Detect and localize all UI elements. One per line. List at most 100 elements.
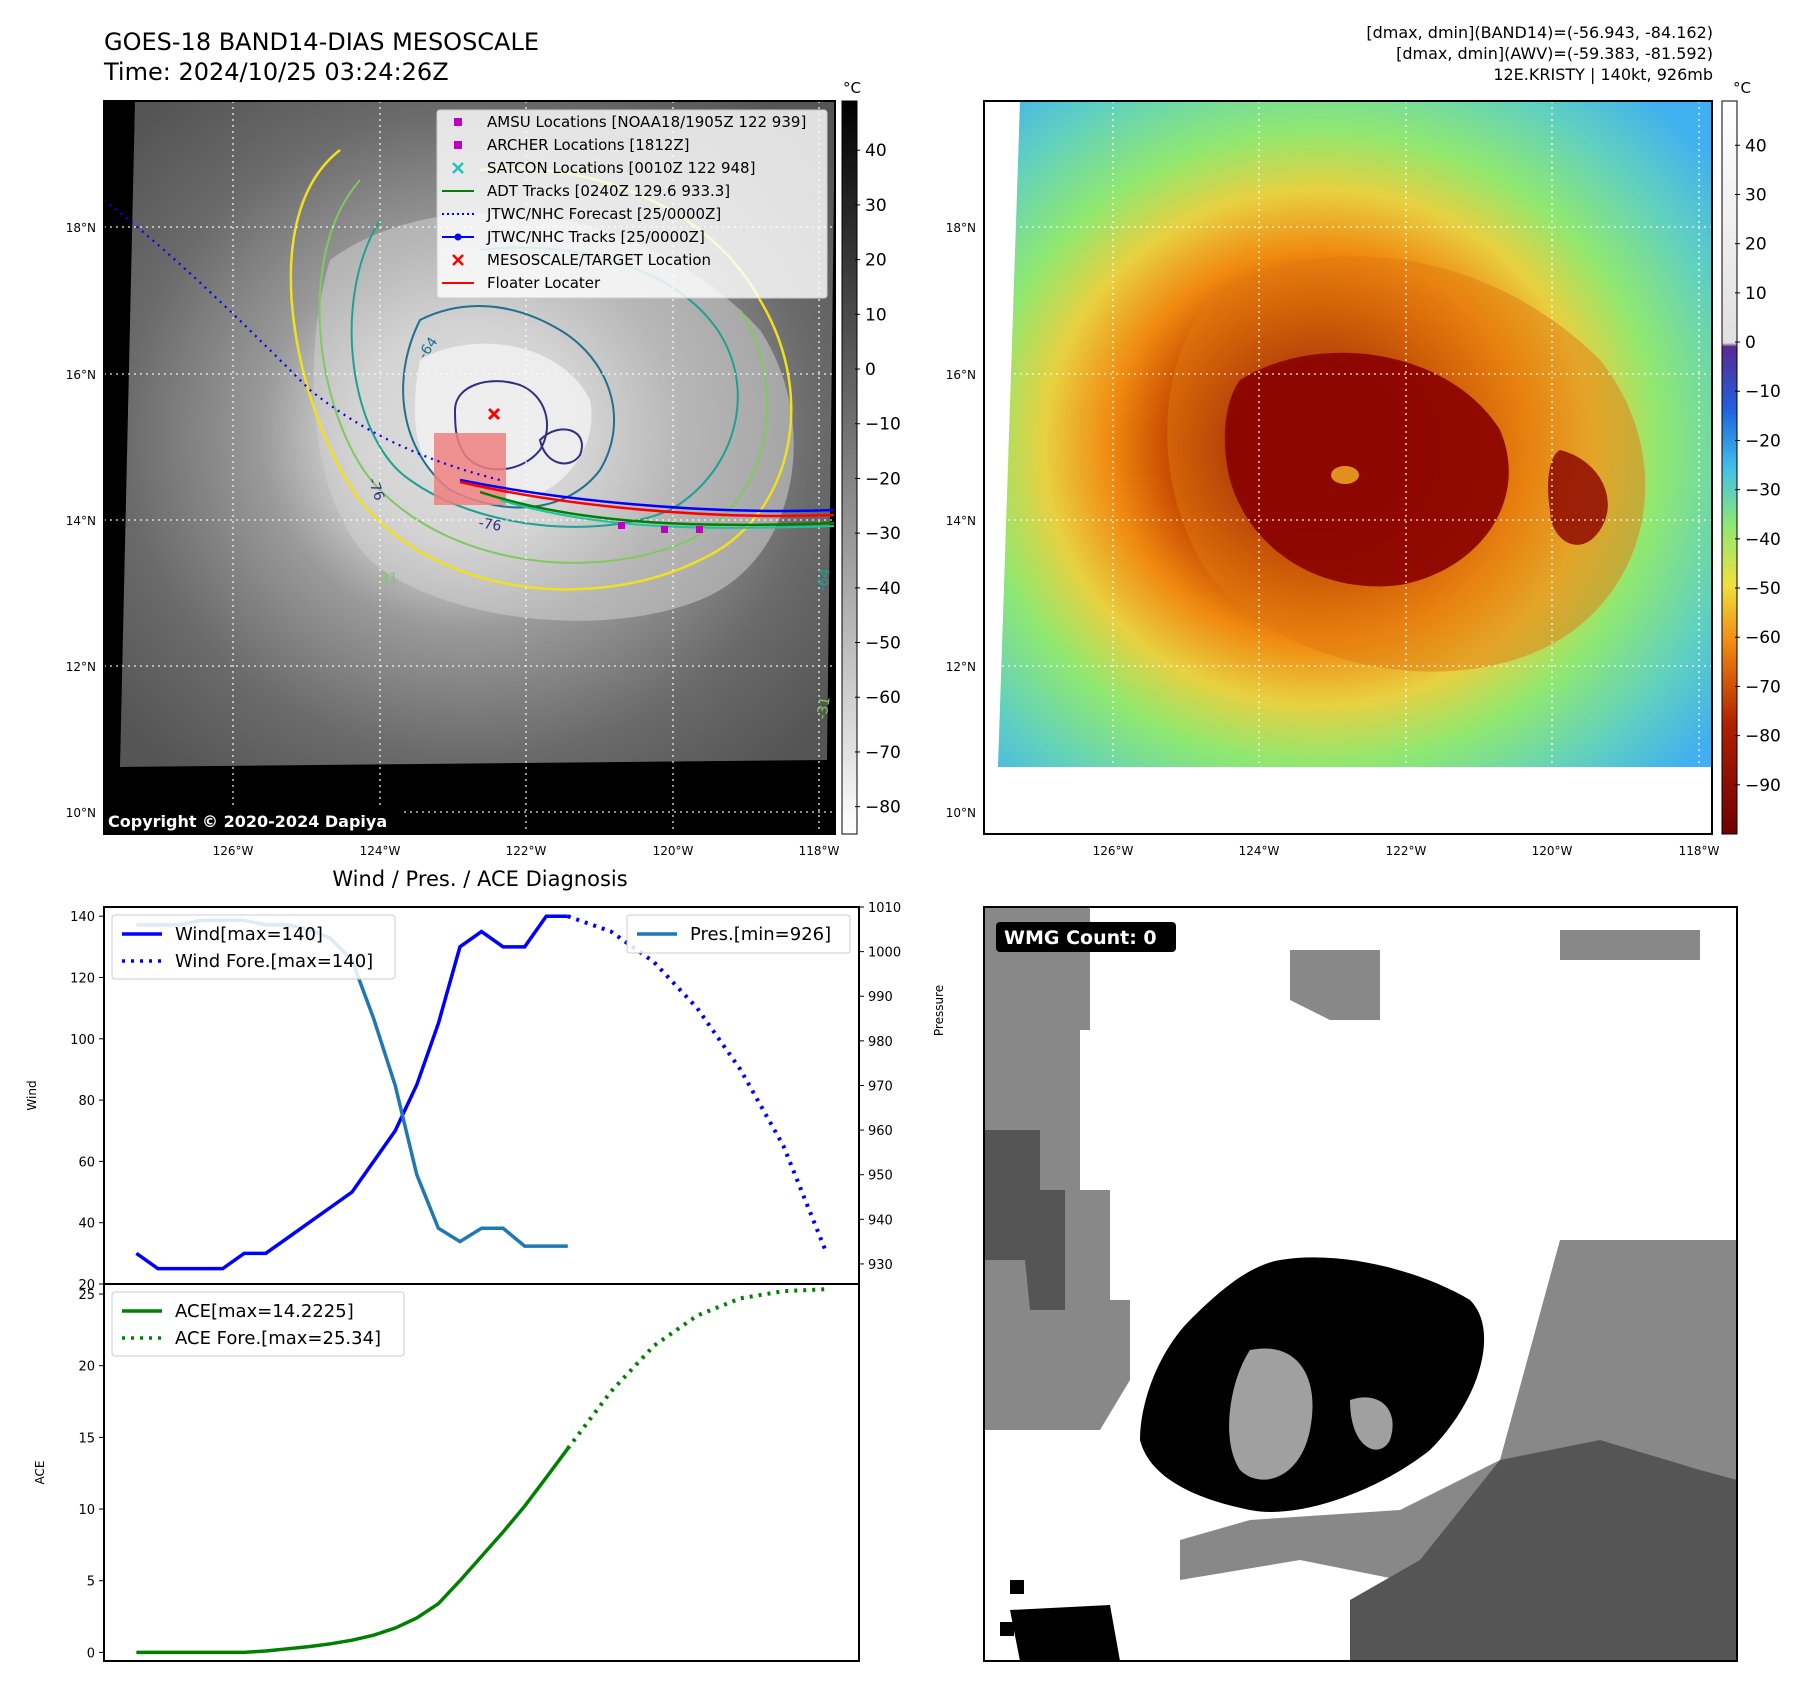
- map2-frame: [983, 100, 1713, 835]
- colorbar-tick-label: −30: [865, 524, 901, 544]
- stats-line2: [dmax, dmin](AWV)=(-59.383, -81.592): [1396, 44, 1713, 63]
- colorbar-tick-label: −70: [865, 743, 901, 763]
- colorbar-unit: °C: [1733, 79, 1751, 97]
- lat-label: 10°N: [66, 806, 96, 820]
- colorbar-unit: °C: [843, 79, 861, 97]
- colorbar-tick-label: 20: [865, 251, 887, 271]
- y-tick-label: 40: [78, 1217, 95, 1232]
- contour-label: -76: [477, 515, 502, 535]
- legend-label: JTWC/NHC Forecast [25/0000Z]: [486, 205, 721, 223]
- y-tick-label: 100: [70, 1033, 95, 1048]
- wind-pressure-chart: 20 40 60 80 100 120 140 930 940 950 960 970 980 990 10…: [25, 901, 946, 1293]
- legend-label: ARCHER Locations [1812Z]: [487, 136, 690, 154]
- legend-marker: [454, 233, 462, 241]
- colorbar-tick-label: 40: [865, 141, 887, 161]
- lon-label: 120°W: [1532, 844, 1573, 858]
- lon-label: 120°W: [653, 844, 694, 858]
- map-title-line1: GOES-18 BAND14-DIAS MESOSCALE: [104, 28, 539, 56]
- colorbar-tick-label: −90: [1745, 776, 1781, 796]
- lon-label: 122°W: [506, 844, 547, 858]
- y-tick-label: 140: [70, 910, 95, 925]
- series-line: [136, 1447, 570, 1655]
- map1-frame: [103, 100, 836, 835]
- lat-label: 16°N: [66, 368, 96, 382]
- y-tick-label: 5: [87, 1575, 95, 1590]
- colorbar-tick-label: 10: [865, 305, 887, 325]
- legend-box: [626, 914, 851, 954]
- y-right-tick-label: 930: [868, 1258, 893, 1273]
- legend-label: MESOSCALE/TARGET Location: [487, 251, 711, 269]
- colorbar-tick-label: −80: [1745, 727, 1781, 747]
- storm-info: 12E.KRISTY | 140kt, 926mb: [1493, 65, 1713, 84]
- contour-label: -64: [814, 567, 834, 592]
- legend-label: JTWC/NHC Tracks [25/0000Z]: [486, 228, 705, 246]
- lon-label: 126°W: [213, 844, 254, 858]
- lon-label: 122°W: [1386, 844, 1427, 858]
- chart-title: Wind / Pres. / ACE Diagnosis: [332, 867, 627, 891]
- lat-label: 10°N: [946, 806, 976, 820]
- colorbar-tick-label: −10: [1745, 382, 1781, 402]
- legend-label: Floater Locater: [487, 274, 601, 292]
- colorbar-tick-label: 30: [865, 196, 887, 216]
- colorbar-tick-label: −40: [1745, 530, 1781, 550]
- colorbar-tick-label: −60: [1745, 628, 1781, 648]
- y-right-tick-label: 1010: [868, 901, 901, 916]
- colorbar-tick-label: −70: [1745, 677, 1781, 697]
- y-axis-label: Wind: [25, 1080, 39, 1110]
- ir-map-color: [984, 101, 1712, 834]
- y-right-tick-label: 950: [868, 1169, 893, 1184]
- contour-label: -31: [814, 695, 834, 720]
- lat-label: 14°N: [946, 514, 976, 528]
- legend-marker: [452, 162, 464, 174]
- wmg-count: WMG Count: 0: [1004, 927, 1157, 949]
- colorbar-tick-label: 0: [1745, 333, 1756, 353]
- legend-label: AMSU Locations [NOAA18/1905Z 122 939]: [487, 113, 806, 131]
- lon-label: 126°W: [1093, 844, 1134, 858]
- y-right-tick-label: 1000: [868, 946, 901, 961]
- y-right-tick-label: 980: [868, 1035, 893, 1050]
- ace-chart: 0 5 10 15 20 25 ACE ACE[max=14.2225] ACE Fore.[m…: [33, 1283, 860, 1662]
- plot-frame: [103, 1283, 860, 1662]
- legend-label: ACE[max=14.2225]: [175, 1301, 354, 1322]
- legend-label: Wind[max=140]: [175, 924, 323, 945]
- lat-label: 14°N: [66, 514, 96, 528]
- contour-label: -76: [364, 476, 387, 503]
- y-tick-label: 25: [78, 1288, 95, 1303]
- y-right-tick-label: 990: [868, 990, 893, 1005]
- colorbar-grayscale: [841, 100, 858, 835]
- lat-label: 18°N: [946, 221, 976, 235]
- lon-label: 118°W: [799, 844, 840, 858]
- lon-label: 118°W: [1679, 844, 1720, 858]
- colorbar-tick-label: −60: [865, 688, 901, 708]
- y-tick-label: 0: [87, 1646, 95, 1661]
- lon-label: 124°W: [360, 844, 401, 858]
- legend-label: SATCON Locations [0010Z 122 948]: [487, 159, 755, 177]
- colorbar-tick-label: 30: [1745, 185, 1767, 205]
- colorbar-tick-label: −80: [865, 798, 901, 818]
- colorbar-tick-label: 10: [1745, 284, 1767, 304]
- y-tick-label: 15: [78, 1431, 95, 1446]
- colorbar-color: [1721, 100, 1738, 835]
- y-tick-label: 120: [70, 971, 95, 986]
- copyright: Copyright © 2020-2024 Dapiya: [108, 812, 387, 831]
- colorbar-tick-label: −40: [865, 579, 901, 599]
- y-right-tick-label: 960: [868, 1124, 893, 1139]
- series-line: [567, 914, 829, 1255]
- y-tick-label: 10: [78, 1503, 95, 1518]
- lat-label: 18°N: [66, 221, 96, 235]
- series-line: [135, 914, 568, 1271]
- legend-label: ACE Fore.[max=25.34]: [175, 1328, 381, 1349]
- stats-line1: [dmax, dmin](BAND14)=(-56.943, -84.162): [1366, 23, 1713, 42]
- colorbar-tick-label: −50: [865, 634, 901, 654]
- y-right-axis-label: Pressure: [932, 985, 946, 1036]
- colorbar-tick-label: −20: [865, 469, 901, 489]
- colorbar-tick-label: −30: [1745, 481, 1781, 501]
- colorbar-tick-label: −10: [865, 415, 901, 435]
- legend-marker: [454, 141, 462, 149]
- y-tick-label: 80: [78, 1094, 95, 1109]
- legend-label: ADT Tracks [0240Z 129.6 933.3]: [487, 182, 730, 200]
- y-tick-label: 20: [78, 1360, 95, 1375]
- y-right-tick-label: 940: [868, 1213, 893, 1228]
- legend-box: [111, 914, 396, 980]
- y-right-tick-label: 970: [868, 1079, 893, 1094]
